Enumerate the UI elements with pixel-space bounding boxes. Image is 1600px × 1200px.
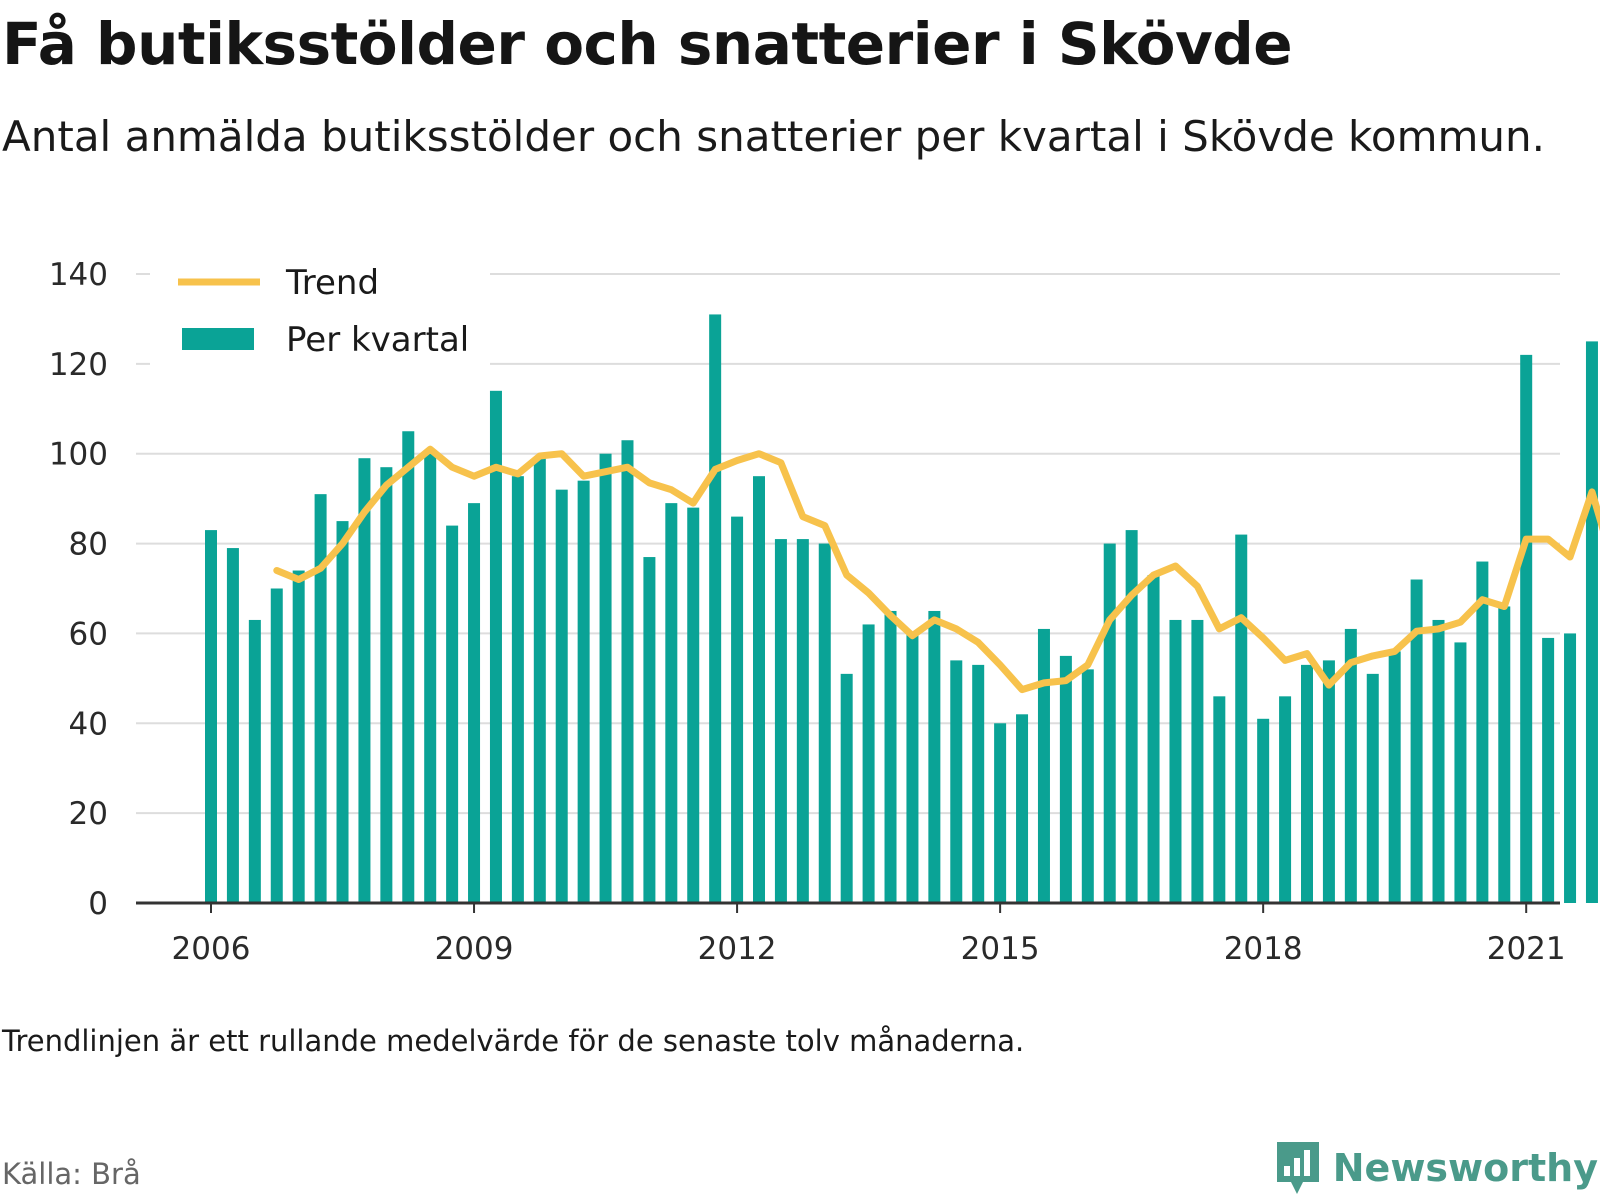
bar — [665, 503, 678, 903]
bar — [1410, 579, 1423, 903]
bar — [424, 453, 437, 903]
bar-line-chart: 0 20 40 60 80 100 120 140 2006 2009 2012 2015 2018 2… — [49, 257, 1600, 960]
bar — [709, 314, 722, 903]
bar — [555, 489, 568, 903]
bar — [994, 723, 1007, 903]
brand-logo: Newsworthy — [1273, 1138, 1598, 1198]
bar-series-per-kvartal — [205, 314, 1598, 904]
bar-chart-icon — [1276, 1142, 1319, 1194]
bar — [1279, 696, 1292, 903]
bar — [1432, 619, 1445, 903]
y-axis-ticks: 0 20 40 60 80 100 120 140 — [49, 257, 108, 922]
legend-bar-label: Per kvartal — [286, 320, 469, 360]
bar — [818, 543, 831, 903]
x-tick-label: 2021 — [1487, 931, 1566, 960]
bar — [1476, 561, 1489, 903]
bar — [577, 480, 590, 903]
chart-subtitle: Antal anmälda butiksstölder och snatteri… — [2, 112, 1545, 161]
bar — [1301, 664, 1313, 903]
bar — [1257, 718, 1270, 903]
bar — [380, 467, 393, 903]
bar — [1125, 530, 1138, 903]
legend-trend-label: Trend — [285, 263, 379, 303]
y-tick-label: 140 — [49, 257, 108, 293]
bar — [1454, 642, 1467, 903]
trend-footnote: Trendlinjen är ett rullande medelvärde f… — [2, 1024, 1025, 1058]
x-axis: 2006200920122015201820212023 — [136, 901, 1566, 960]
bar — [205, 530, 217, 903]
bar — [402, 431, 415, 903]
y-tick-label: 100 — [49, 437, 108, 473]
bar — [950, 660, 963, 903]
bar — [1213, 696, 1226, 903]
x-tick-label: 2015 — [961, 931, 1040, 960]
bar — [1016, 714, 1029, 903]
chart-title: Få butiksstölder och snatterier i Skövde — [2, 10, 1293, 78]
bar — [533, 458, 546, 903]
bar — [687, 507, 700, 903]
bar — [1081, 669, 1094, 903]
bar — [1147, 575, 1160, 903]
y-tick-label: 60 — [69, 616, 108, 652]
bar — [270, 588, 283, 903]
bar — [774, 539, 787, 903]
bar — [1344, 628, 1357, 903]
bar — [1498, 606, 1511, 903]
bar — [226, 548, 239, 903]
bar — [884, 610, 897, 903]
bar — [840, 673, 853, 903]
bar — [1564, 633, 1577, 903]
bar — [489, 390, 502, 903]
line-series-trend — [273, 445, 1600, 694]
bar — [1585, 341, 1598, 904]
x-tick-label: 2012 — [698, 931, 777, 960]
bar — [796, 539, 809, 903]
y-tick-label: 0 — [88, 886, 108, 922]
bar — [1059, 655, 1072, 903]
bar — [1520, 354, 1533, 903]
bar — [1037, 628, 1050, 903]
y-tick-label: 40 — [69, 706, 108, 742]
brand-name: Newsworthy — [1332, 1146, 1598, 1190]
bar — [468, 503, 481, 903]
bar — [1235, 534, 1248, 903]
legend-bar-swatch — [182, 328, 254, 350]
y-tick-label: 80 — [69, 527, 108, 563]
bar — [446, 525, 459, 903]
bar — [1322, 660, 1335, 903]
bar — [336, 521, 349, 903]
chart-legend: Trend Per kvartal — [150, 258, 490, 386]
bar — [292, 570, 305, 903]
bar — [621, 440, 634, 903]
x-tick-label: 2006 — [172, 931, 251, 960]
bar — [1366, 673, 1379, 903]
trend-line — [273, 445, 1600, 694]
y-tick-label: 120 — [49, 347, 108, 383]
bar — [511, 476, 524, 903]
bar — [1169, 619, 1182, 903]
bar — [928, 610, 941, 903]
bar — [1191, 619, 1204, 903]
bar — [248, 619, 261, 903]
bar — [862, 624, 875, 903]
bar — [731, 516, 744, 903]
bar — [1388, 651, 1401, 903]
y-tick-label: 20 — [69, 796, 108, 832]
bar — [753, 476, 765, 903]
source-text: Källa: Brå — [2, 1157, 141, 1191]
bar — [643, 557, 656, 903]
bar — [1542, 637, 1555, 903]
bar — [906, 633, 919, 903]
bar — [314, 494, 327, 903]
bar — [599, 453, 612, 903]
x-tick-label: 2018 — [1224, 931, 1303, 960]
bar — [1103, 543, 1116, 903]
bar — [358, 458, 371, 903]
bar — [972, 664, 985, 903]
x-tick-label: 2009 — [435, 931, 514, 960]
